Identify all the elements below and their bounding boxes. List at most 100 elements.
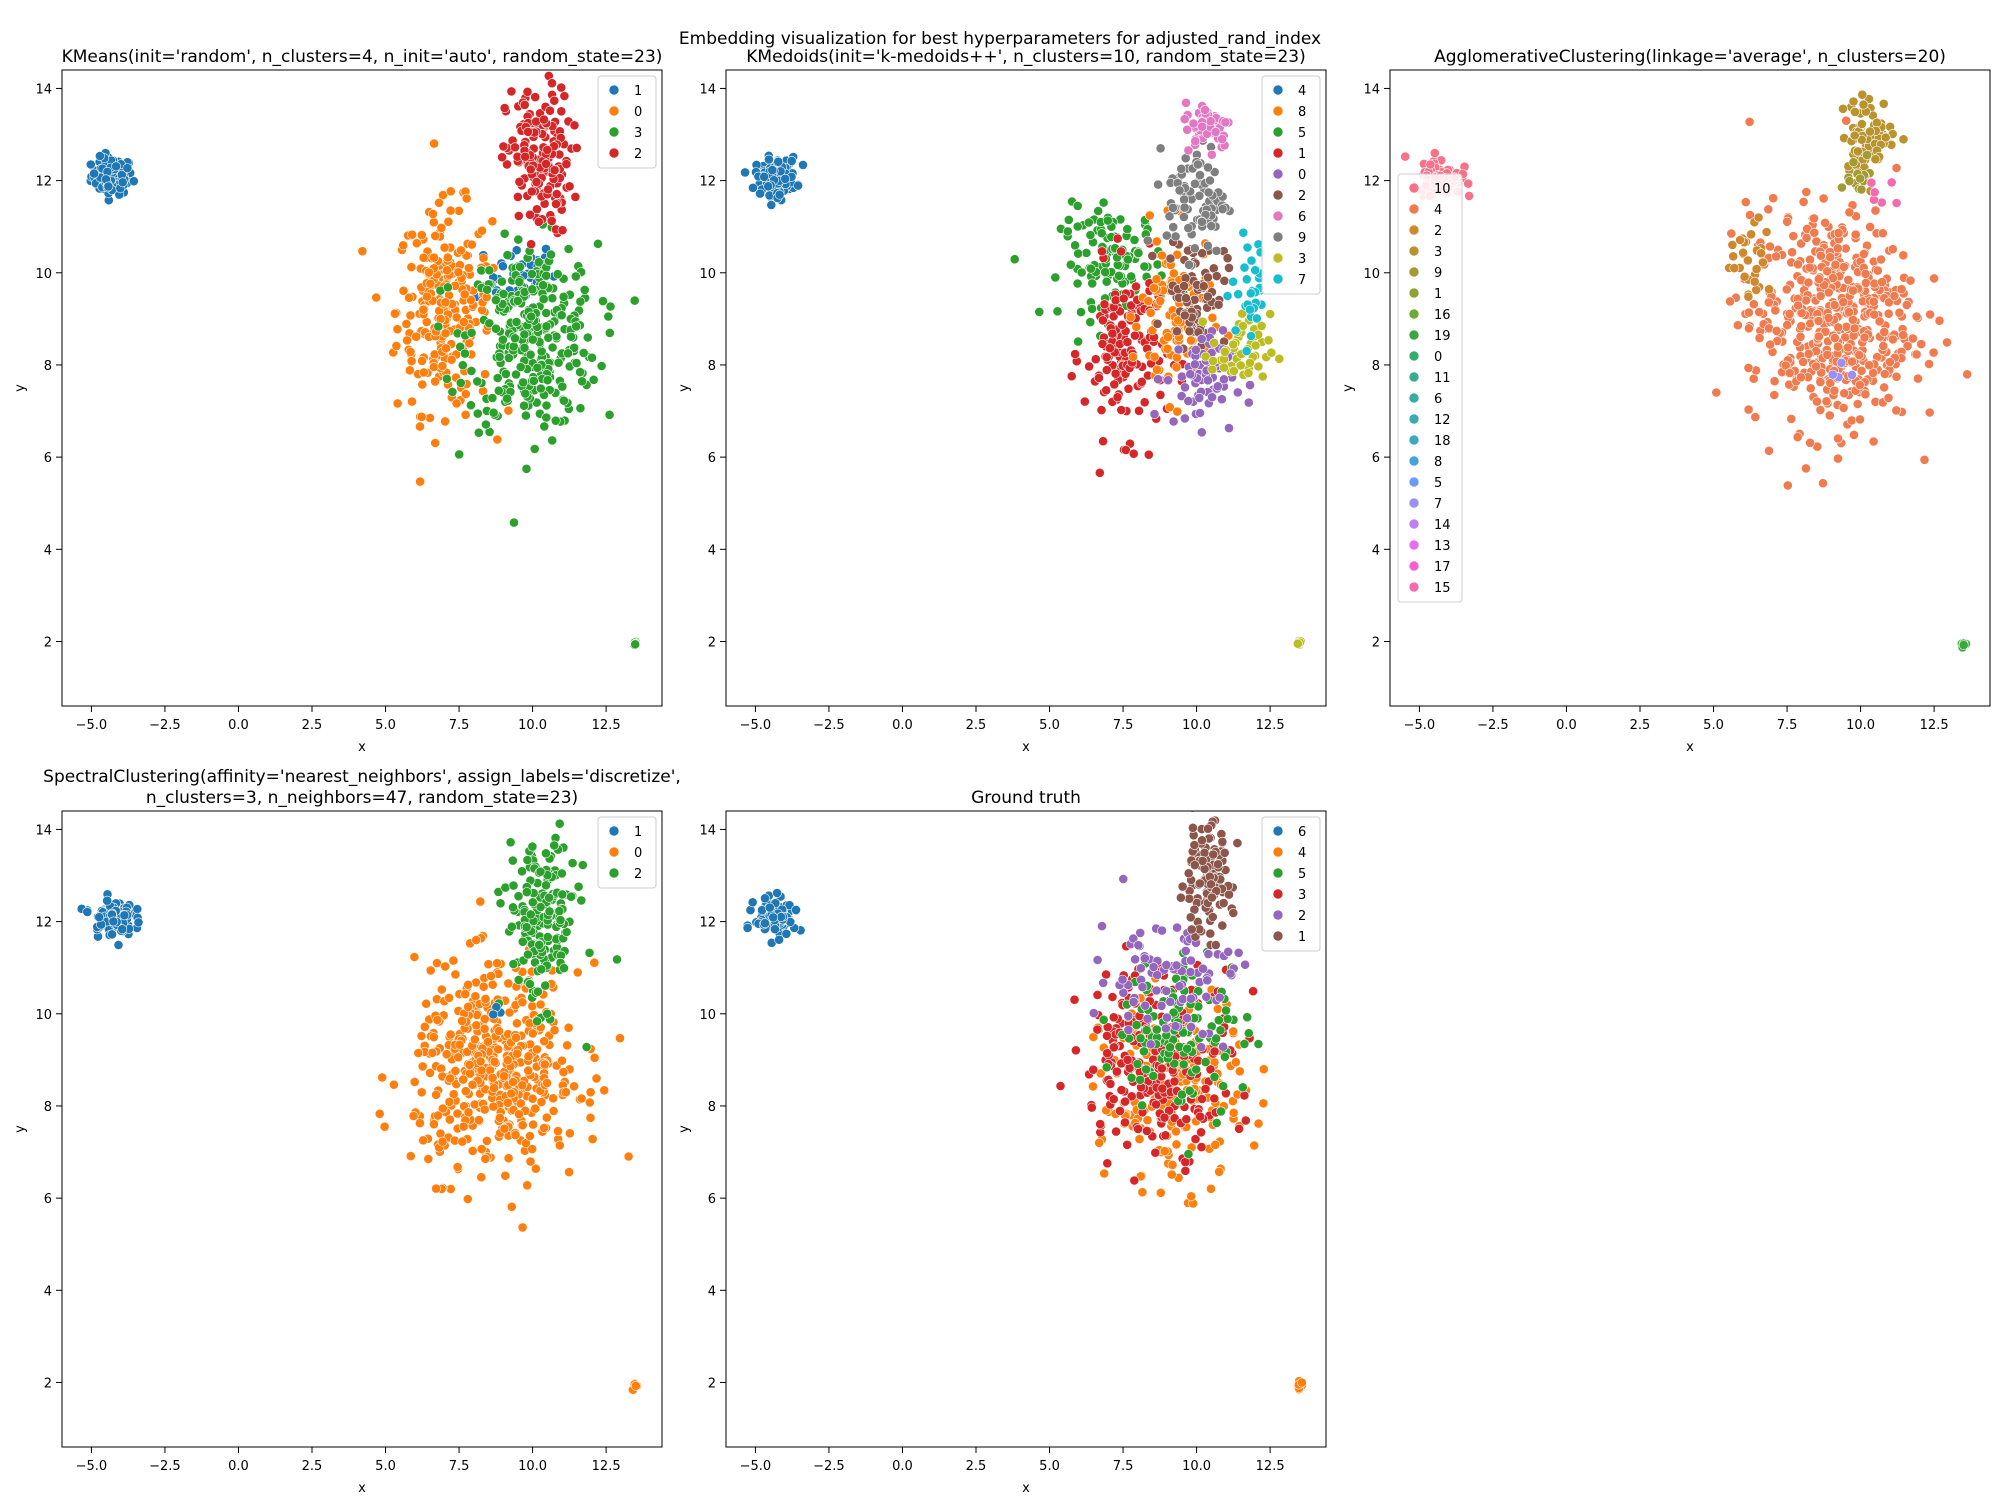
legend-marker: [608, 126, 620, 138]
scatter-point: [1228, 276, 1238, 287]
scatter-point: [502, 393, 512, 404]
scatter-point: [755, 188, 765, 199]
scatter-point: [1088, 1008, 1099, 1018]
scatter-point: [102, 895, 113, 906]
scatter-point: [780, 173, 791, 184]
scatter-point: [1232, 838, 1243, 848]
scatter-point: [443, 216, 454, 227]
scatter-point: [511, 1032, 521, 1043]
legend-label: 4: [1298, 84, 1306, 99]
scatter-point: [547, 435, 558, 446]
y-tick-label: 6: [44, 1192, 52, 1207]
scatter-point: [1221, 1005, 1231, 1016]
scatter-point: [1207, 912, 1218, 922]
legend-label: 2: [1298, 189, 1306, 204]
scatter-point: [1887, 244, 1898, 255]
scatter-point: [526, 311, 537, 322]
scatter-point: [415, 476, 425, 487]
scatter-point: [1212, 381, 1223, 392]
scatter-point: [1726, 228, 1737, 239]
scatter-point: [1857, 119, 1867, 129]
scatter-point: [572, 967, 583, 978]
scatter-point: [1186, 1191, 1197, 1202]
scatter-point: [1209, 337, 1219, 348]
scatter-point: [418, 252, 429, 263]
scatter-point: [535, 902, 546, 912]
scatter-point: [1123, 1025, 1134, 1035]
scatter-point: [408, 1111, 419, 1121]
scatter-point: [493, 1044, 504, 1055]
y-tick-label: 6: [1372, 451, 1380, 466]
scatter-point: [766, 200, 777, 210]
scatter-point: [1172, 352, 1182, 363]
legend-marker: [1272, 252, 1284, 264]
scatter-point: [1852, 399, 1863, 409]
legend-frame: [1397, 173, 1463, 603]
y-tick-label: 12: [35, 175, 52, 190]
scatter-point: [541, 880, 551, 891]
scatter-point: [405, 1151, 416, 1161]
legend-marker: [1408, 581, 1420, 593]
scatter-point: [550, 415, 561, 426]
scatter-point: [1830, 259, 1841, 270]
scatter-point: [1123, 383, 1134, 394]
scatter-point: [1176, 391, 1187, 401]
scatter-point: [1102, 215, 1113, 226]
scatter-point: [1180, 1165, 1191, 1176]
legend-marker: [1408, 329, 1420, 341]
scatter-point: [1151, 985, 1162, 996]
scatter-point: [82, 907, 93, 917]
scatter-point: [508, 902, 518, 913]
scatter-point: [1101, 352, 1112, 363]
scatter-point: [517, 1120, 528, 1131]
scatter-point: [1136, 376, 1147, 387]
scatter-point: [1184, 1085, 1195, 1096]
scatter-point: [117, 177, 128, 188]
scatter-point: [1852, 146, 1863, 157]
scatter-point: [423, 1154, 434, 1164]
y-axis-label: y: [13, 384, 28, 392]
scatter-point: [1211, 1118, 1222, 1128]
scatter-point: [538, 294, 549, 304]
scatter-point: [1246, 331, 1256, 341]
scatter-point: [1833, 433, 1843, 444]
scatter-point: [1110, 368, 1121, 379]
scatter-point: [1153, 374, 1163, 385]
scatter-point: [506, 1201, 517, 1212]
scatter-point: [539, 421, 550, 432]
scatter-point: [1166, 1169, 1177, 1180]
y-tick-label: 12: [699, 175, 716, 190]
scatter-point: [1242, 242, 1253, 253]
x-tick-label: 0.0: [1556, 718, 1577, 733]
scatter-point: [457, 1136, 468, 1147]
scatter-point: [522, 887, 532, 897]
scatter-point: [1072, 278, 1083, 289]
scatter-point: [1782, 480, 1793, 491]
scatter-point: [1179, 310, 1190, 321]
scatter-point: [1117, 974, 1128, 985]
scatter-point: [488, 1101, 499, 1112]
scatter-point: [1222, 291, 1233, 301]
scatter-point: [1738, 247, 1748, 258]
y-tick-label: 4: [708, 1284, 716, 1299]
scatter-point: [1207, 892, 1217, 903]
scatter-point: [1183, 868, 1194, 879]
y-tick-label: 6: [708, 451, 716, 466]
scatter-point: [629, 295, 640, 306]
scatter-point: [564, 181, 575, 192]
points-layer: [76, 811, 642, 1395]
scatter-point: [531, 176, 542, 187]
scatter-point: [480, 369, 490, 380]
scatter-point: [536, 1097, 547, 1107]
scatter-point: [1096, 405, 1107, 415]
scatter-point: [1928, 347, 1939, 358]
subplot-1: KMedoids(init='k-medoids++', n_clusters=…: [677, 47, 1327, 755]
scatter-point: [1197, 1094, 1207, 1104]
scatter-point: [427, 1047, 438, 1058]
scatter-point: [431, 1183, 441, 1194]
scatter-point: [430, 230, 441, 241]
scatter-point: [473, 427, 484, 438]
scatter-point: [1101, 969, 1111, 980]
scatter-point: [1855, 414, 1865, 425]
legend: 4 8 5 1 0 2 6 9 3 7: [1261, 75, 1321, 295]
